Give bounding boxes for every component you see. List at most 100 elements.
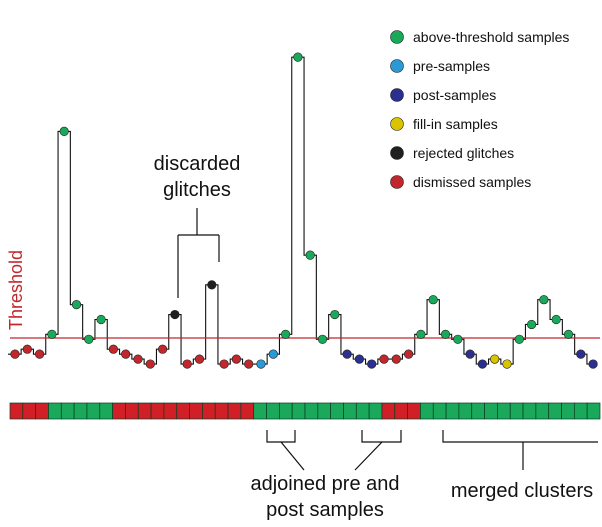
sample-point-rejected (170, 309, 180, 320)
bar-cell-kept (445, 402, 460, 420)
sample-point-dismissed (391, 354, 401, 364)
bar-cell-kept (522, 402, 537, 420)
sample-point-post (367, 359, 377, 369)
bar-cell-dismissed (163, 402, 178, 420)
bar-cell-kept (471, 402, 485, 420)
bar-cell-dismissed (214, 402, 229, 420)
discarded-bracket (177, 208, 220, 298)
legend-swatch-post (390, 88, 404, 102)
adjoined-label-line2: post samples (266, 499, 384, 521)
bar-cell-kept (561, 402, 575, 420)
bar-cell-dismissed (35, 402, 49, 420)
adjoined-brackets (266, 430, 402, 471)
sample-point-above (317, 334, 328, 344)
bar-cell-kept (317, 402, 332, 420)
bar-cell-dismissed (240, 402, 255, 420)
sample-point-above (563, 329, 574, 339)
legend-label-rejected: rejected glitches (413, 145, 514, 161)
sample-point-above (293, 52, 303, 62)
sample-point-post (342, 349, 352, 359)
bar-cell-dismissed (227, 402, 242, 420)
sample-point-post (465, 349, 475, 359)
sample-point-fill (490, 354, 500, 364)
bar-cell-kept (586, 402, 601, 420)
bar-cell-kept (355, 402, 370, 420)
sample-point-above (281, 329, 291, 339)
legend-swatch-dismissed (390, 175, 404, 189)
bar-cell-kept (86, 402, 101, 420)
sample-point-dismissed (34, 349, 45, 359)
sample-point-post (477, 359, 488, 369)
sample-point-above (551, 314, 561, 325)
sample-point-post (576, 349, 586, 359)
sample-point-dismissed (244, 359, 254, 369)
sample-point-dismissed (182, 359, 192, 369)
sample-point-pre (256, 359, 266, 369)
bar-cell-kept (266, 402, 280, 420)
bar-cell-dismissed (112, 402, 126, 420)
sample-point-dismissed (231, 354, 241, 364)
bar-cell-kept (509, 402, 524, 420)
discarded-label-line2: glitches (163, 179, 231, 201)
sample-point-above (416, 329, 426, 339)
sample-point-above (330, 309, 340, 320)
legend-label-pre: pre-samples (413, 58, 490, 74)
adjoined-label-line1: adjoined pre and (250, 473, 399, 495)
discarded-label-line1: discarded (154, 153, 241, 175)
legend: above-threshold samples pre-samples post-s… (390, 29, 569, 190)
bar-cell-kept (548, 402, 562, 420)
bar-cell-kept (573, 402, 588, 420)
bar-cell-kept (253, 402, 267, 420)
bar-cell-kept (484, 402, 498, 420)
bar-cell-dismissed (9, 402, 24, 420)
sample-point-above (428, 295, 438, 305)
bar-cell-kept (368, 402, 383, 420)
threshold-label: Threshold (6, 250, 26, 330)
bar-cell-dismissed (189, 402, 203, 420)
bar-cell-dismissed (150, 402, 165, 420)
bar-cell-kept (497, 402, 511, 420)
bar-cell-dismissed (176, 402, 190, 420)
sample-point-fill (502, 359, 512, 369)
bar-cell-kept (278, 402, 293, 420)
bar-cell-dismissed (381, 402, 396, 420)
bar-cell-kept (291, 402, 306, 420)
sample-point-pre (268, 349, 278, 359)
signal-trace (8, 56, 598, 365)
legend-label-post: post-samples (413, 87, 496, 103)
legend-label-fill: fill-in samples (413, 116, 498, 132)
legend-swatch-above (390, 30, 404, 44)
bar-cell-kept (304, 402, 319, 420)
sample-point-above (453, 334, 463, 344)
bar-cell-dismissed (394, 402, 408, 420)
signal-step-line (8, 56, 598, 365)
legend-swatch-fill (390, 117, 404, 131)
sample-point-dismissed (145, 359, 155, 369)
sample-point-post (354, 354, 365, 364)
sample-point-dismissed (379, 354, 389, 364)
sample-point-above (305, 250, 315, 260)
sample-point-above (84, 334, 94, 344)
sample-point-dismissed (194, 354, 205, 364)
legend-label-above: above-threshold samples (413, 29, 569, 45)
sample-class-bar (9, 402, 601, 420)
bar-cell-kept (343, 402, 357, 420)
sample-point-dismissed (121, 349, 131, 359)
bar-cell-kept (330, 402, 344, 420)
merged-bracket (442, 430, 598, 470)
bar-cell-dismissed (407, 402, 421, 420)
sample-point-dismissed (158, 344, 168, 354)
bar-cell-kept (458, 402, 473, 420)
bar-cell-kept (432, 402, 447, 420)
sample-point-above (440, 329, 451, 339)
sample-point-post (588, 359, 598, 369)
bar-cell-dismissed (125, 402, 139, 420)
bar-cell-kept (73, 402, 88, 420)
sample-point-above (59, 126, 69, 136)
bar-cell-kept (48, 402, 62, 420)
sample-point-above (47, 329, 57, 339)
legend-swatch-rejected (390, 146, 404, 160)
sample-point-above (514, 334, 524, 344)
